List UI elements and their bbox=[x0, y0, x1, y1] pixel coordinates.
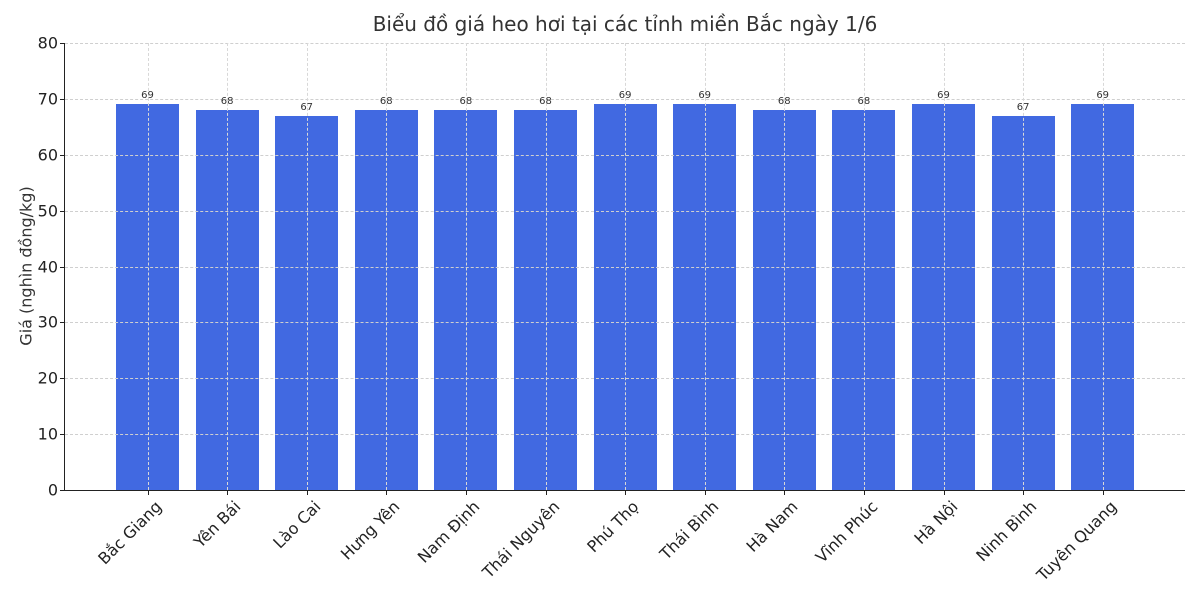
x-tick-mark bbox=[386, 491, 388, 495]
y-tick-label: 80 bbox=[37, 33, 58, 53]
x-tick-label: Vĩnh Phúc bbox=[811, 497, 882, 567]
gridline-horizontal bbox=[65, 154, 1185, 156]
y-tick-label: 60 bbox=[37, 145, 58, 165]
x-tick-label: Lào Cai bbox=[268, 497, 325, 553]
gridline-vertical bbox=[147, 43, 149, 490]
bar-value-label: 67 bbox=[1016, 101, 1030, 113]
gridline-horizontal bbox=[65, 266, 1185, 268]
bar-value-label: 68 bbox=[777, 96, 791, 108]
x-tick-label: Bắc Giang bbox=[93, 497, 165, 569]
x-tick-mark bbox=[943, 491, 945, 495]
x-tick-label: Yên Bái bbox=[190, 497, 245, 552]
x-tick-label: Ninh Bình bbox=[972, 497, 1041, 566]
y-tick-mark bbox=[60, 210, 64, 212]
x-tick-mark bbox=[1102, 491, 1104, 495]
y-tick-mark bbox=[60, 43, 64, 44]
x-tick-label: Thái Nguyên bbox=[478, 497, 563, 582]
x-tick-mark bbox=[227, 491, 229, 495]
bar-value-label: 68 bbox=[459, 96, 473, 108]
bar-value-label: 67 bbox=[300, 101, 314, 113]
x-tick-label: Nam Định bbox=[413, 497, 484, 567]
y-tick-mark bbox=[60, 322, 64, 324]
x-tick-mark bbox=[1023, 491, 1025, 495]
y-tick-label: 40 bbox=[37, 257, 58, 276]
y-tick-label: 10 bbox=[37, 424, 58, 444]
gridline-vertical bbox=[943, 43, 945, 490]
x-tick-label: Hà Nội bbox=[909, 497, 961, 549]
bar-value-label: 68 bbox=[539, 96, 552, 108]
gridline-vertical bbox=[465, 43, 467, 490]
bar-value-label: 68 bbox=[220, 96, 234, 108]
y-tick-mark bbox=[60, 434, 64, 436]
bar-value-label: 69 bbox=[698, 90, 712, 102]
y-tick-label: 50 bbox=[37, 201, 58, 221]
x-tick-mark bbox=[465, 491, 467, 495]
gridline-vertical bbox=[386, 43, 388, 490]
x-tick-mark bbox=[625, 491, 627, 495]
x-tick-mark bbox=[863, 491, 865, 495]
y-axis-label: Giá (nghìn đồng/kg) bbox=[16, 186, 36, 346]
y-axis-line bbox=[64, 43, 65, 491]
bar-value-label: 69 bbox=[937, 90, 950, 102]
gridline-horizontal bbox=[65, 43, 1185, 44]
x-tick-label: Hà Nam bbox=[742, 497, 802, 556]
gridline-horizontal bbox=[65, 210, 1185, 212]
gridline-horizontal bbox=[65, 434, 1185, 436]
y-tick-mark bbox=[60, 98, 64, 100]
plot-area: 69 68 67 68 68 68 69 69 68 68 69 67 69 bbox=[65, 43, 1185, 490]
x-tick-label: Thái Bình bbox=[655, 497, 723, 564]
gridline-horizontal bbox=[65, 378, 1185, 380]
bar-value-label: 68 bbox=[379, 96, 393, 108]
gridline-vertical bbox=[863, 43, 865, 490]
gridline-vertical bbox=[1102, 43, 1104, 490]
y-tick-label: 30 bbox=[37, 312, 58, 332]
bar-value-label: 69 bbox=[141, 90, 154, 102]
x-tick-mark bbox=[147, 491, 149, 495]
bar-value-label: 69 bbox=[618, 90, 632, 102]
bar-value-label: 68 bbox=[857, 96, 871, 108]
y-tick-mark bbox=[60, 266, 64, 268]
x-tick-mark bbox=[306, 491, 308, 495]
y-tick-label: 70 bbox=[37, 89, 58, 109]
gridline-vertical bbox=[784, 43, 786, 490]
y-tick-mark bbox=[60, 378, 64, 380]
gridline-vertical bbox=[704, 43, 706, 490]
x-tick-mark bbox=[704, 491, 706, 495]
y-tick-mark bbox=[60, 490, 64, 491]
chart-title: Biểu đồ giá heo hơi tại các tỉnh miền Bắ… bbox=[372, 12, 878, 36]
bar-value-label: 69 bbox=[1096, 90, 1110, 102]
gridline-vertical bbox=[545, 43, 547, 490]
x-tick-label: Phú Thọ bbox=[583, 497, 643, 557]
gridline-horizontal bbox=[65, 322, 1185, 324]
y-tick-label: 0 bbox=[47, 480, 58, 500]
gridline-vertical bbox=[306, 43, 308, 490]
x-tick-label: Hưng Yên bbox=[337, 497, 404, 564]
gridline-vertical bbox=[227, 43, 229, 490]
gridline-vertical bbox=[1023, 43, 1025, 490]
x-axis-line bbox=[64, 490, 1185, 491]
x-tick-label: Tuyên Quang bbox=[1032, 497, 1121, 585]
gridline-horizontal bbox=[65, 98, 1185, 100]
x-tick-mark bbox=[784, 491, 786, 495]
x-tick-mark bbox=[545, 491, 547, 495]
y-tick-mark bbox=[60, 154, 64, 156]
gridline-vertical bbox=[625, 43, 627, 490]
y-tick-label: 20 bbox=[37, 368, 58, 388]
